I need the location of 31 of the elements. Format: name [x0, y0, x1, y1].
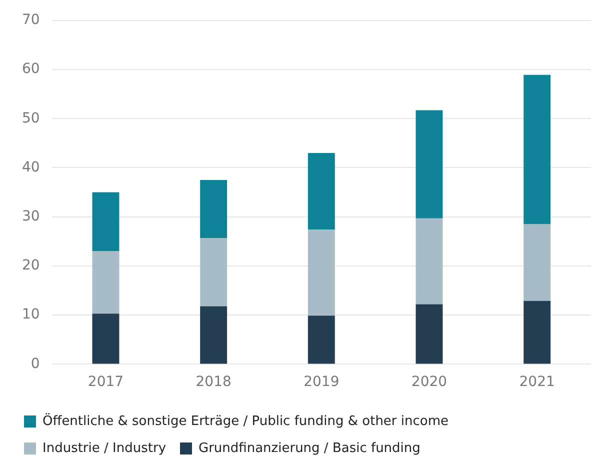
bar: [200, 306, 228, 364]
bar: [92, 192, 120, 252]
bar: [92, 251, 120, 314]
bar: [416, 110, 443, 218]
legend-label: Grundfinanzierung / Basic funding: [198, 440, 420, 456]
bar: [524, 74, 551, 224]
bar: [308, 316, 335, 364]
x-tick-label: 2019: [304, 374, 340, 390]
x-tick-label: 2020: [411, 374, 448, 390]
y-tick-label: 50: [22, 110, 40, 126]
y-tick-label: 10: [22, 306, 40, 323]
y-tick-label: 20: [22, 258, 40, 274]
legend-label: Öffentliche & sonstige Erträge / Public funding & other income: [42, 412, 449, 429]
x-tick-label: 2021: [519, 374, 555, 390]
y-tick-label: 70: [22, 12, 40, 28]
bar: [416, 218, 443, 304]
bar: [200, 238, 228, 306]
x-tick-label: 2017: [88, 374, 124, 390]
x-tick-label: 2018: [196, 374, 232, 390]
bar: [524, 300, 551, 364]
y-tick-label: 40: [22, 159, 40, 176]
bar: [308, 230, 335, 316]
y-tick-label: 30: [22, 208, 40, 224]
bar: [308, 153, 335, 230]
y-tick-label: 0: [30, 356, 40, 372]
bar: [416, 304, 443, 364]
y-tick-label: 60: [22, 61, 40, 78]
legend-label: Industrie / Industry: [42, 440, 166, 456]
bar: [200, 180, 228, 238]
bar: [524, 224, 551, 301]
bar: [92, 314, 120, 364]
